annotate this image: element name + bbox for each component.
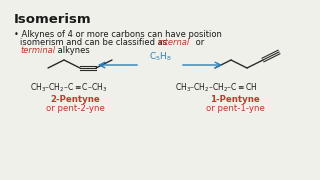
Text: • Alkynes of 4 or more carbons can have position: • Alkynes of 4 or more carbons can have … xyxy=(14,30,222,39)
Text: internal: internal xyxy=(158,38,190,47)
Text: isomerism and can be classified as: isomerism and can be classified as xyxy=(20,38,170,47)
Text: or pent-2-yne: or pent-2-yne xyxy=(45,104,104,113)
Text: or pent-1-yne: or pent-1-yne xyxy=(205,104,264,113)
Text: $\mathregular{C_5H_8}$: $\mathregular{C_5H_8}$ xyxy=(148,51,172,63)
Text: 2-Pentyne: 2-Pentyne xyxy=(50,95,100,104)
Text: terminal: terminal xyxy=(20,46,55,55)
Text: CH$_3$–CH$_2$–C$\equiv$C–CH$_3$: CH$_3$–CH$_2$–C$\equiv$C–CH$_3$ xyxy=(30,82,107,94)
Text: Isomerism: Isomerism xyxy=(14,13,92,26)
Text: or: or xyxy=(193,38,204,47)
Text: 1-Pentyne: 1-Pentyne xyxy=(210,95,260,104)
Text: alkynes: alkynes xyxy=(55,46,90,55)
Text: CH$_3$–CH$_2$–CH$_2$–C$\equiv$CH: CH$_3$–CH$_2$–CH$_2$–C$\equiv$CH xyxy=(175,82,258,94)
